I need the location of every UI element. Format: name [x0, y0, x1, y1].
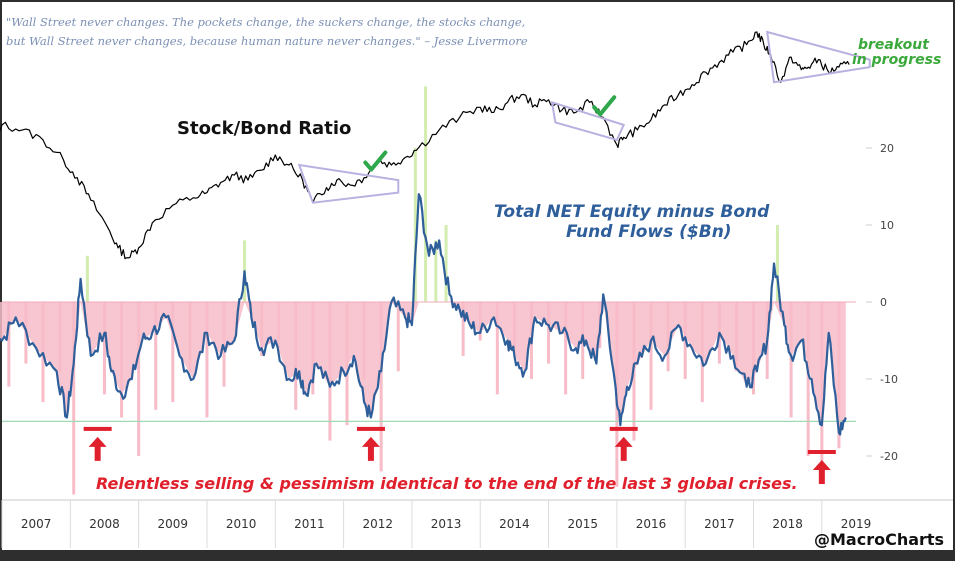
flows-label-2: Fund Flows ($Bn)	[566, 222, 732, 242]
flow-bar	[649, 302, 653, 410]
flow-bar	[495, 302, 499, 395]
negative-flow-fill	[0, 302, 846, 433]
ratio-label: Stock/Bond Ratio	[177, 118, 351, 139]
arrow-bar	[807, 450, 836, 454]
x-tick-label: 2017	[704, 517, 735, 531]
x-tick-label: 2014	[499, 517, 530, 531]
x-tick-label: 2015	[567, 517, 598, 531]
y-tick-label: -10	[880, 373, 898, 386]
flow-bar	[154, 302, 158, 410]
x-tick-label: 2010	[226, 517, 257, 531]
flow-bar	[396, 302, 400, 372]
breakout-label-1: breakout	[858, 37, 930, 53]
ratio-line	[0, 31, 850, 260]
arrow-bar	[609, 426, 638, 431]
x-tick-label: 2012	[362, 517, 393, 531]
x-tick-label: 2007	[21, 517, 52, 531]
up-arrow-marker	[807, 450, 836, 484]
arrow-bar	[356, 426, 385, 431]
flow-bar	[205, 302, 209, 418]
up-arrow-marker	[356, 426, 385, 461]
series-lines	[0, 31, 850, 436]
flow-bar	[461, 302, 465, 356]
check-mark	[592, 95, 617, 117]
up-arrow-marker	[83, 426, 112, 461]
triangle-patterns	[297, 30, 871, 204]
x-tick-label: 2009	[158, 517, 189, 531]
arrow-head	[812, 460, 831, 484]
flow-bar	[413, 148, 417, 302]
flows-label-1: Total NET Equity minus Bond	[494, 202, 770, 222]
flow-bar	[564, 302, 568, 395]
flow-bar	[444, 225, 448, 302]
triangle-pattern	[766, 30, 871, 84]
arrow-head	[614, 436, 633, 461]
y-tick-label: 20	[880, 142, 894, 155]
y-tick-label: -20	[880, 450, 898, 463]
flow-bar	[171, 302, 175, 403]
quote-line-2: but Wall Street never changes, because h…	[6, 34, 528, 48]
flow-bar	[137, 302, 141, 456]
flow-bar	[102, 302, 106, 395]
watermark: @MacroCharts	[814, 530, 944, 549]
flow-bar	[379, 302, 383, 472]
y-tick-label: 10	[880, 219, 894, 232]
flow-bar	[424, 86, 428, 303]
flow-bar	[789, 302, 793, 418]
up-arrow-marker	[609, 426, 638, 461]
x-tick-label: 2008	[89, 517, 120, 531]
x-tick-label: 2011	[294, 517, 325, 531]
flow-bar	[7, 302, 11, 387]
check-mark	[363, 150, 388, 172]
flow-bar	[806, 302, 810, 456]
annotation-markers	[83, 95, 836, 484]
triangle-pattern	[297, 163, 400, 204]
flow-bar	[434, 240, 438, 302]
flows-line	[0, 193, 847, 436]
y-tick-label: 0	[880, 296, 887, 309]
axes: 2007 2008 2009 2010 2011 2012 2013 2014 2015 2016…	[1, 142, 953, 548]
flow-bar	[547, 302, 551, 364]
arrow-head	[361, 436, 380, 461]
breakout-label-2: in progress	[852, 52, 941, 68]
flow-bar	[72, 302, 76, 495]
triangle-pattern	[550, 100, 626, 142]
zero-fill-layer	[0, 301, 856, 433]
arrow-bar	[83, 426, 112, 431]
flow-bar	[85, 255, 89, 302]
x-tick-label: 2013	[431, 517, 462, 531]
flow-bar	[775, 225, 779, 302]
caption: Relentless selling & pessimism identical…	[96, 474, 798, 493]
chart-background	[2, 2, 953, 550]
quote-line-1: "Wall Street never changes. The pockets …	[6, 15, 525, 29]
x-tick-label: 2018	[772, 517, 803, 531]
x-tick-label: 2016	[636, 517, 667, 531]
arrow-head	[88, 436, 107, 461]
x-tick-label: 2019	[841, 517, 872, 531]
